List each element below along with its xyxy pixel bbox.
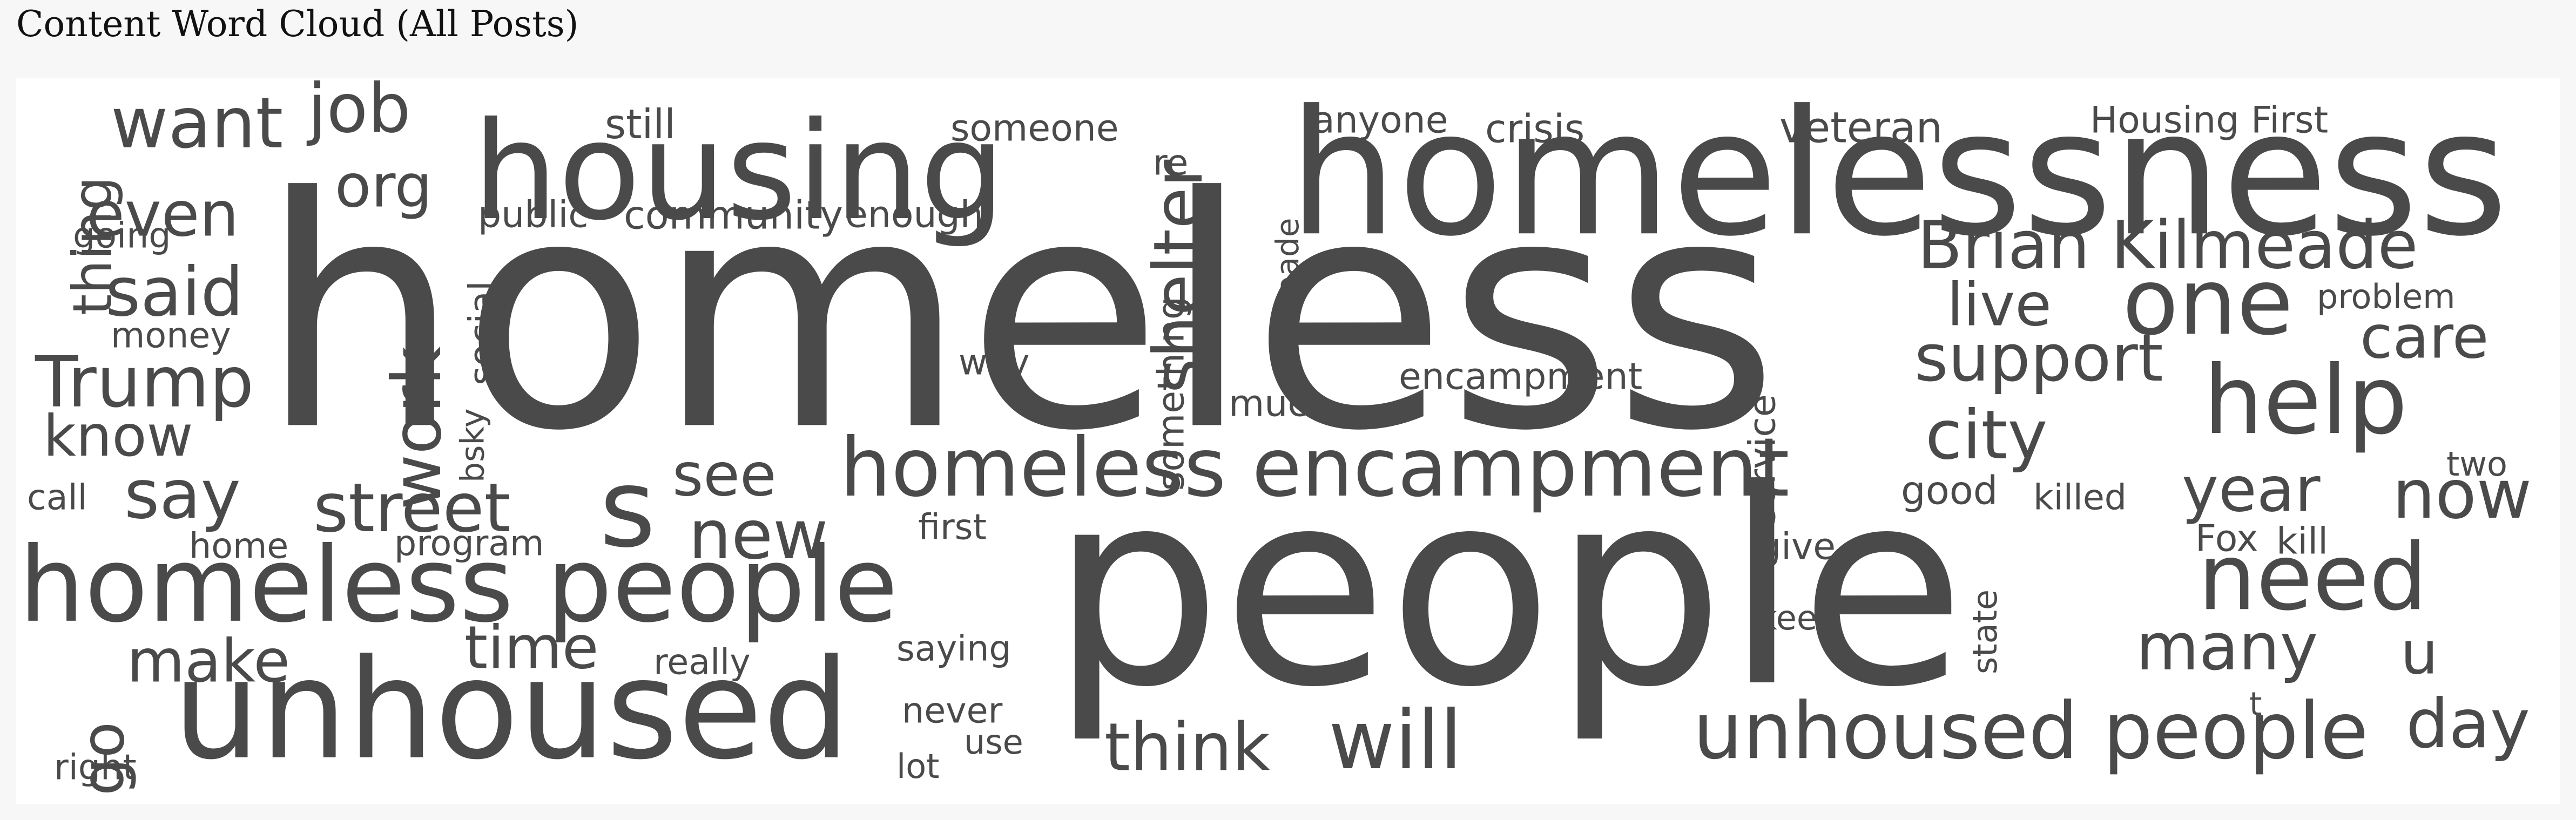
word-said: said [105,253,244,331]
word-brian-kilmeade: Brian Kilmeade [1917,207,2418,284]
word-still: still [605,100,676,148]
word-enough: enough [845,194,983,236]
word-job: job [306,78,411,148]
word-much: much [1229,383,1331,425]
word-lot: lot [896,747,939,786]
word-kill: kill [2276,520,2328,563]
word-think: think [1104,709,1270,786]
word-call: call [27,477,87,518]
word-saying: saying [896,628,1011,669]
word-use: use [964,722,1023,762]
word-one: one [2122,249,2293,356]
word-good: good [1901,468,1998,513]
word-go: go [69,722,138,796]
word-keep: keep [1758,598,1838,638]
word-care: care [2360,303,2489,372]
word-org: org [335,152,432,221]
word-street: street [313,469,511,547]
word-s: s [599,446,656,572]
word-know: know [43,403,193,469]
word-two: two [2446,444,2507,484]
page-title: Content Word Cloud (All Posts) [16,3,579,45]
word-public: public [478,194,589,236]
word-now: now [2392,456,2532,534]
word-home: home [189,526,288,566]
word-way: way [959,342,1029,383]
word-u: u [2400,619,2438,688]
word-first: first [918,507,987,547]
word-live: live [1947,270,2052,340]
word-t: t [2249,686,2262,723]
word-homeless-encampment: homeless encampment [840,421,1790,515]
word-something: something [1150,296,1193,491]
word-make: make [127,627,290,696]
word-shelter: shelter [1139,159,1218,394]
word-say: say [124,456,241,534]
word-kilmeade: Kilmeade [1269,218,1306,364]
word-housing: housing [473,93,1006,250]
word-cloud: homeless people homelessness housing unhouse… [16,78,2560,804]
word-crisis: crisis [1485,106,1584,152]
word-anyone: anyone [1312,99,1448,142]
word-homelessness: homelessness [1288,78,2508,274]
word-service: service [1742,394,1784,526]
word-support: support [1914,321,2163,396]
word-really: really [653,642,751,682]
word-thing: thing [61,177,124,315]
word-trump: Trump [35,341,254,423]
word-day: day [2406,685,2530,763]
word-unhoused: unhoused [173,630,850,790]
word-never: never [902,690,1003,731]
word-problem: problem [2317,277,2456,316]
word-program: program [394,523,544,564]
word-going: going [73,215,171,256]
word-community: community [624,193,843,238]
word-time: time [464,613,599,682]
word-homeless-people: homeless people [19,525,898,646]
word-bsky: bsky [454,409,492,483]
word-year: year [2182,453,2321,526]
word-fox: Fox [2195,518,2258,560]
word-re: re [1153,143,1188,183]
word-help: help [2203,346,2408,456]
word-state: state [1965,589,2005,674]
word-even: even [86,178,239,250]
word-veteran: veteran [1779,104,1943,152]
word-will: will [1329,694,1462,788]
word-city: city [1925,396,2047,475]
word-new: new [689,496,828,574]
word-unhoused-people: unhoused people [1693,686,2369,777]
word-right: right [54,747,137,788]
word-want: want [111,82,283,164]
word-people: people [1050,432,1966,746]
word-housing-first: Housing First [2090,99,2328,142]
word-homeless: homeless [259,130,1779,500]
word-encampment: encampment [1399,356,1642,398]
word-killed: killed [2033,477,2127,518]
word-someone: someone [950,107,1119,150]
word-see: see [672,441,777,510]
word-many: many [2136,610,2318,685]
word-work: work [378,346,456,510]
word-money: money [111,315,231,356]
word-need: need [2198,524,2427,631]
word-give: give [1758,526,1836,568]
word-social: social [462,281,504,385]
